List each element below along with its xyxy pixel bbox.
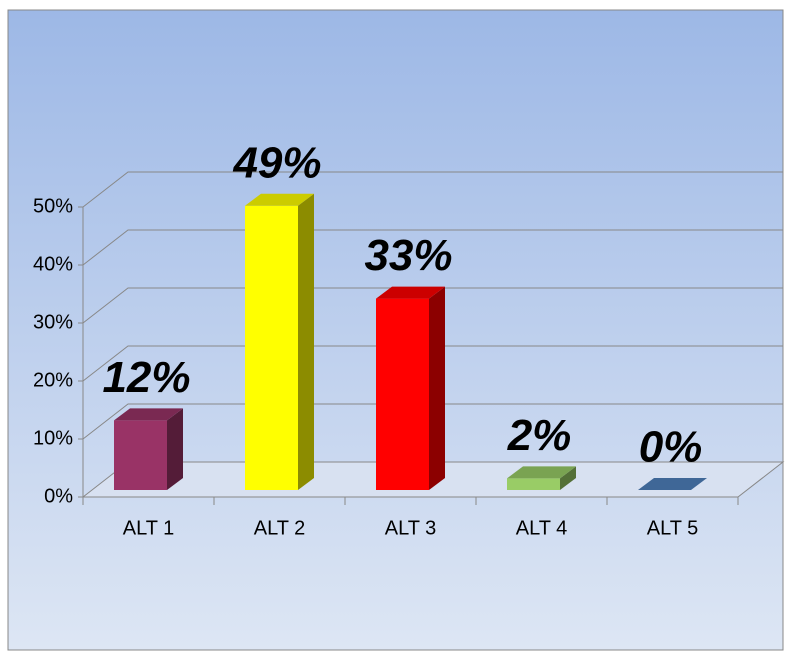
y-tick-label: 30% (33, 311, 73, 333)
bar-side (298, 193, 314, 491)
x-tick-label: ALT 2 (254, 517, 306, 539)
grid-line (82, 171, 783, 208)
bar-top (245, 193, 314, 206)
bar (114, 420, 167, 490)
value-label: 0% (639, 423, 703, 472)
value-label: 49% (232, 138, 321, 187)
x-tick-label: ALT 1 (123, 517, 175, 539)
x-tick-label: ALT 5 (647, 517, 699, 539)
value-label: 12% (102, 353, 190, 402)
grid-line (82, 345, 783, 382)
y-tick-label: 0% (44, 485, 73, 507)
bar-top (376, 286, 445, 299)
grid-line (82, 287, 783, 324)
value-label: 2% (507, 411, 572, 460)
bar (376, 298, 429, 490)
grid-line (82, 403, 783, 440)
bar-top (114, 408, 183, 421)
bar (507, 478, 560, 490)
bar-side (167, 408, 183, 490)
bar-top (507, 466, 576, 479)
y-tick-label: 40% (33, 253, 73, 275)
y-tick-label: 50% (33, 195, 73, 217)
value-label: 33% (364, 231, 452, 280)
x-tick-label: ALT 3 (385, 517, 437, 539)
bar-side (560, 466, 576, 490)
bar-side (429, 286, 445, 490)
grid-line (82, 229, 783, 266)
y-tick-label: 10% (33, 427, 73, 449)
x-tick-label: ALT 4 (516, 517, 568, 539)
y-tick-label: 20% (33, 369, 73, 391)
bar-top (638, 478, 707, 490)
bar (245, 205, 298, 491)
